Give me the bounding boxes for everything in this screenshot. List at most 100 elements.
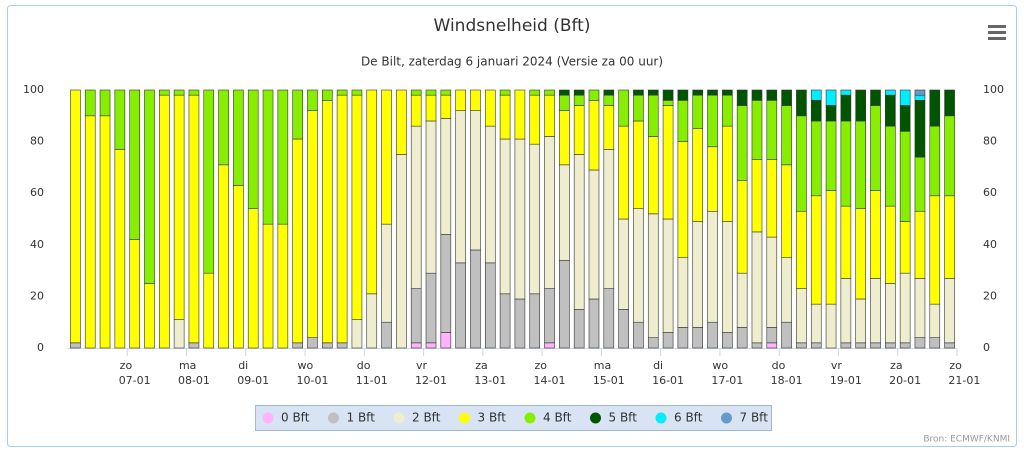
bar-segment xyxy=(647,89,659,96)
legend-item[interactable]: 0 Bft xyxy=(262,411,310,425)
bar-segment xyxy=(336,94,348,344)
legend-item[interactable]: 7 Bft xyxy=(721,411,768,425)
bar-segment xyxy=(159,89,170,96)
bar-segment xyxy=(618,308,629,349)
bar-segment xyxy=(588,169,600,300)
bar-segment xyxy=(662,332,674,349)
bar-segment xyxy=(588,100,600,171)
bar-segment xyxy=(262,89,274,225)
bar-segment xyxy=(899,272,911,344)
bar-segment xyxy=(292,342,303,349)
bar-segment xyxy=(633,208,644,323)
bar-segment xyxy=(825,303,837,349)
bar-segment xyxy=(766,89,778,101)
bar-segment xyxy=(647,94,659,137)
bar-segment xyxy=(70,89,81,344)
legend-item[interactable]: 3 Bft xyxy=(459,411,506,425)
bar-segment xyxy=(144,283,155,349)
x-tick-label: 13-01 xyxy=(474,374,506,387)
bar-segment xyxy=(944,342,955,349)
legend-marker xyxy=(721,412,732,424)
bar-segment xyxy=(484,125,496,264)
bar-segment xyxy=(499,293,511,349)
bar-segment xyxy=(410,288,422,344)
x-tick-label: za xyxy=(890,359,903,372)
y2-tick-label: 0 xyxy=(983,341,990,354)
bar-segment xyxy=(707,94,718,148)
bar-segment xyxy=(514,89,526,140)
bar-segment xyxy=(722,89,733,96)
bar-segment xyxy=(484,262,496,349)
bar-segment xyxy=(885,283,896,344)
bar-segment xyxy=(440,89,452,96)
bar-segment xyxy=(899,130,911,222)
bar-segment xyxy=(677,89,689,101)
legend-text: 4 Bft xyxy=(543,411,572,425)
bar-segment xyxy=(218,89,229,166)
bar-segment xyxy=(647,213,659,338)
bar-segment xyxy=(751,89,763,101)
x-tick-label: 07-01 xyxy=(119,374,151,387)
bar-segment xyxy=(440,118,452,235)
bar-segment xyxy=(914,89,926,96)
bar-segment xyxy=(929,125,941,197)
bar-segment xyxy=(885,125,896,207)
x-tick-label: 18-01 xyxy=(771,374,803,387)
bar-segment xyxy=(929,195,941,305)
bar-segment xyxy=(173,94,185,320)
bar-segment xyxy=(410,125,422,289)
legend-marker xyxy=(328,412,339,424)
y2-tick-label: 100 xyxy=(983,83,1004,96)
bar-segment xyxy=(662,100,674,106)
bar-segment xyxy=(692,128,704,222)
x-tick-label: wo xyxy=(712,359,728,372)
bar-segment xyxy=(588,89,600,101)
bar-segment xyxy=(677,257,689,328)
bar-segment xyxy=(796,342,807,349)
bar-segment xyxy=(514,138,526,300)
bar-segment xyxy=(425,94,437,122)
legend-item[interactable]: 1 Bft xyxy=(328,411,375,425)
legend-item[interactable]: 2 Bft xyxy=(393,411,441,425)
bar-segment xyxy=(233,185,244,349)
bar-segment xyxy=(677,327,689,349)
bar-segment xyxy=(796,288,807,344)
bar-segment xyxy=(662,105,674,220)
bar-segment xyxy=(381,321,392,349)
bar-segment xyxy=(247,89,259,209)
bar-segment xyxy=(129,239,140,349)
bar-segment xyxy=(425,120,437,274)
bar-segment xyxy=(914,100,926,158)
bar-segment xyxy=(944,115,955,197)
bar-segment xyxy=(410,342,422,349)
bar-segment xyxy=(499,89,511,96)
legend-item[interactable]: 6 Bft xyxy=(655,411,703,425)
x-tick-label: 20-01 xyxy=(889,374,921,387)
bar-segment xyxy=(855,208,866,300)
y-tick-label: 20 xyxy=(30,289,44,302)
legend-marker xyxy=(262,412,274,424)
bar-segment xyxy=(440,332,452,349)
legend-text: 1 Bft xyxy=(347,411,376,425)
bar-segment xyxy=(810,89,822,101)
bar-segment xyxy=(870,105,881,191)
y2-tick-label: 60 xyxy=(983,186,997,199)
x-tick-label: di xyxy=(653,359,663,372)
bar-segment xyxy=(647,337,659,349)
bar-segment xyxy=(781,89,792,106)
bar-segment xyxy=(810,195,822,305)
bar-segment xyxy=(173,319,185,349)
bar-segment xyxy=(766,100,778,160)
legend-item[interactable]: 4 Bft xyxy=(524,411,572,425)
legend-item[interactable]: 5 Bft xyxy=(590,411,637,425)
menu-button[interactable] xyxy=(988,25,1006,40)
legend-marker xyxy=(459,412,470,424)
bar-segment xyxy=(840,89,852,96)
bar-segment xyxy=(529,293,541,349)
legend-text: 3 Bft xyxy=(478,411,507,425)
bar-segment xyxy=(159,94,170,349)
x-tick-label: zo xyxy=(949,359,962,372)
bar-segment xyxy=(218,164,229,349)
bar-segment xyxy=(633,120,644,209)
y-tick-label: 0 xyxy=(37,341,44,354)
